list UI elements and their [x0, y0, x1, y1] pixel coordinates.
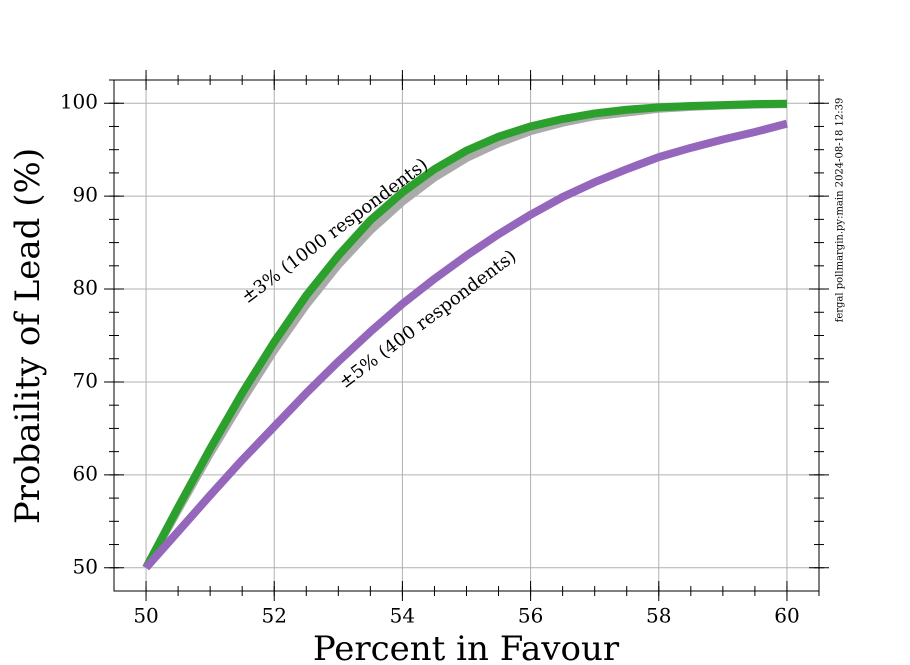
- y-tick-label: 70: [73, 368, 98, 392]
- y-tick-label: 90: [73, 183, 98, 207]
- series-line: [142, 99, 788, 570]
- x-axis-label: Percent in Favour: [313, 629, 620, 665]
- y-axis-label: Probaility of Lead (%): [8, 148, 48, 524]
- plot-frame: [113, 79, 820, 592]
- y-tick-label: 60: [73, 461, 98, 485]
- x-tick-label: 56: [518, 604, 543, 628]
- y-tick-label: 100: [60, 90, 98, 114]
- x-tick-label: 60: [774, 604, 799, 628]
- y-tick-label: 50: [73, 554, 98, 578]
- y-tick-label: 80: [73, 276, 98, 300]
- series-line: [142, 100, 788, 570]
- x-tick-label: 50: [133, 604, 158, 628]
- x-tick-label: 54: [390, 604, 415, 628]
- side-note: fergal pollmargin.py:main 2024-08-18 12:…: [835, 98, 846, 323]
- series-line: [143, 119, 788, 571]
- annotation: ±5% (400 respondents): [335, 246, 520, 393]
- x-tick-label: 52: [262, 604, 287, 628]
- x-tick-label: 58: [646, 604, 671, 628]
